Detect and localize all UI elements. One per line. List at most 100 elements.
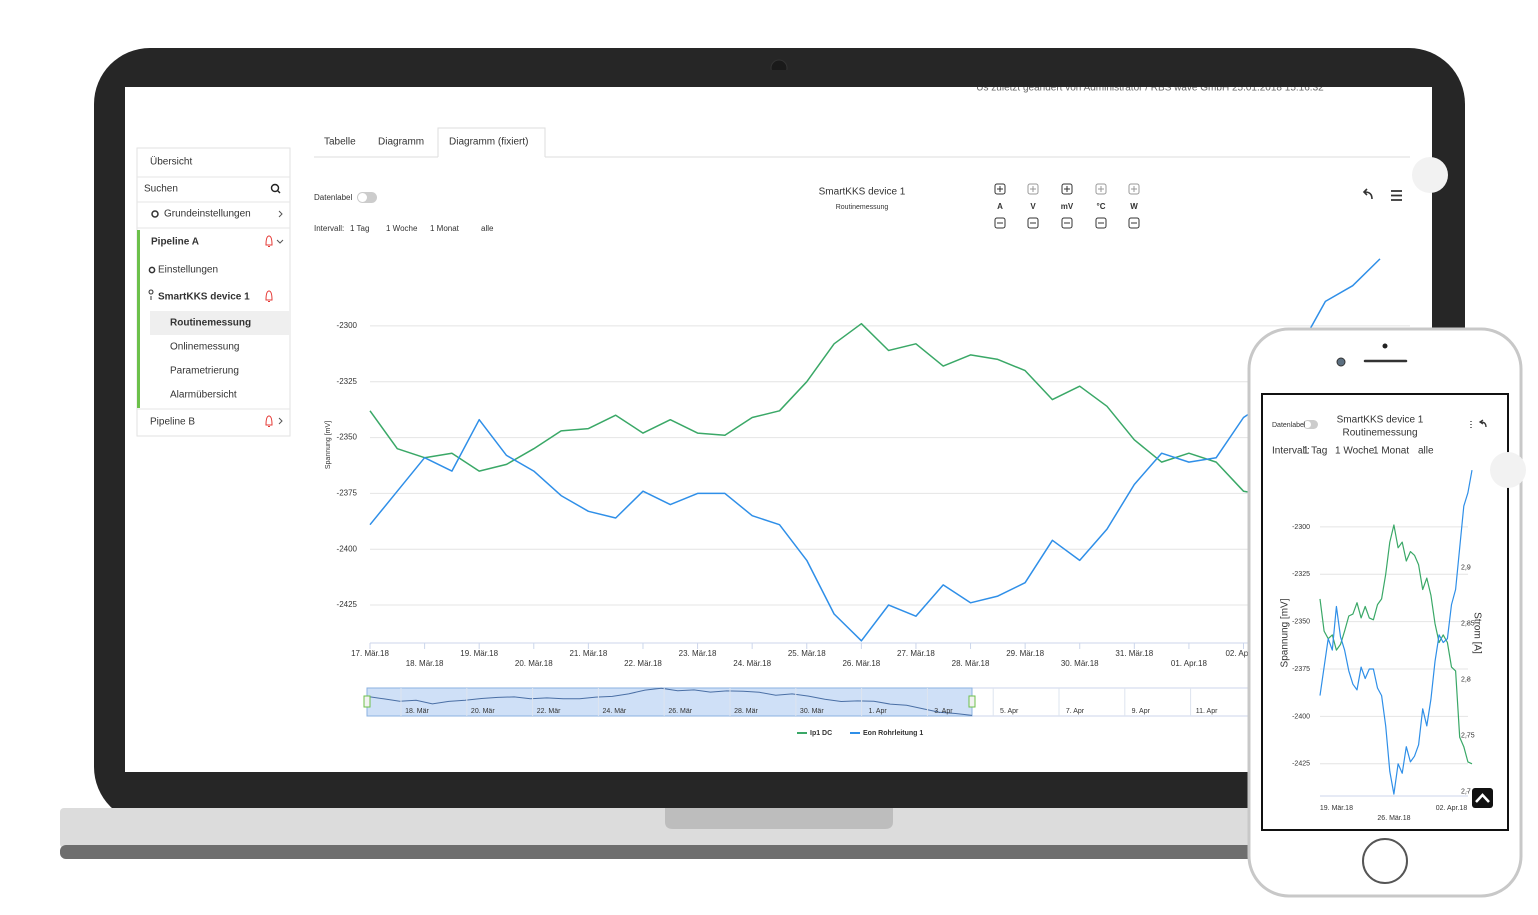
y2-tick-label: 2,8 [1461,676,1471,683]
y2-tick-label: 2,85 [1461,620,1475,627]
chevron[interactable] [276,239,284,244]
unit-minus[interactable] [1027,217,1039,229]
scroll-top-icon [1475,793,1490,803]
legend-label[interactable]: Ip1 DC [810,730,832,737]
bell-icon[interactable] [265,290,273,302]
sidebar-item[interactable]: Pipeline B [150,417,195,428]
interval-button[interactable]: 1 Woche [386,224,418,233]
navigator-handle[interactable] [363,695,371,708]
help-bubble[interactable] [1412,157,1448,193]
interval-button[interactable]: 1 Tag [1303,446,1327,457]
active-tab[interactable] [437,127,546,157]
sidebar-item[interactable]: Suchen [144,184,178,195]
chevron[interactable] [278,210,283,218]
x-tick-label: 26. Mär.18 [1377,815,1410,822]
bell-icon[interactable] [265,415,273,427]
y-tick-label: -2325 [1292,571,1310,578]
sidebar-item[interactable]: Grundeinstellungen [164,209,251,220]
tab[interactable]: Diagramm [378,137,424,148]
y2-tick-label: 2,7 [1461,788,1471,795]
unit-minus[interactable] [1061,217,1073,229]
sidebar-item[interactable]: Übersicht [150,156,192,168]
interval-button[interactable]: 1 Woche [1335,446,1375,457]
unit-plus[interactable] [1128,183,1140,195]
interval-label: Intervall: [314,224,344,233]
x-tick-label: 19. Mär.18 [1320,805,1353,812]
navigator-label: 9. Apr [1132,708,1151,715]
phone-app: Datenlabel SmartKKS device 1 Routinemessun… [1272,415,1482,822]
help-bubble[interactable] [1490,452,1526,488]
sidebar-item[interactable]: SmartKKS device 1 [158,292,250,303]
x-tick-label: 02. Apr.18 [1436,805,1468,812]
x-tick-label: 21. Mär.18 [569,649,607,658]
tab[interactable]: Diagramm (fixiert) [449,137,528,148]
x-tick-label: 22. Mär.18 [624,659,662,668]
unit-plus [1098,186,1104,192]
series-line [369,258,1381,642]
interval-button[interactable]: 1 Monat [430,224,460,233]
x-tick-label: 17. Mär.18 [351,649,389,658]
unit-minus[interactable] [994,217,1006,229]
chart-subtitle: Routinemessung [836,204,889,211]
y-tick-label: -2425 [1292,761,1310,768]
x-tick-label: 23. Mär.18 [679,649,717,658]
undo-icon[interactable] [1362,188,1373,200]
sidebar-item[interactable]: Pipeline A [151,237,199,248]
tab[interactable]: Tabelle [324,137,356,148]
chevron[interactable] [278,417,283,425]
bell-icon[interactable] [265,235,273,247]
unit-plus[interactable] [1027,183,1039,195]
x-tick-label: 26. Mär.18 [842,659,880,668]
interval-button[interactable]: alle [481,224,494,233]
unit-label: V [1030,202,1036,211]
unit-minus[interactable] [1128,217,1140,229]
unit-minus[interactable] [1095,217,1107,229]
x-tick-label: 19. Mär.18 [460,649,498,658]
sidebar-item[interactable]: Parametrierung [170,366,239,377]
menu-icon[interactable] [1391,190,1402,201]
sidebar-item[interactable]: Einstellungen [158,265,218,276]
sidebar-item[interactable]: Alarmübersicht [170,390,237,401]
scroll-top[interactable] [1472,788,1493,808]
unit-plus[interactable] [994,183,1006,195]
x-tick-label: 25. Mär.18 [788,649,826,658]
y-tick-label: -2425 [337,600,358,609]
unit-label: °C [1097,202,1106,211]
phone-camera [1336,357,1346,367]
laptop-notch [665,808,893,829]
sidebar-item[interactable]: Routinemessung [170,318,251,329]
unit-plus[interactable] [1095,183,1107,195]
navigator-label: 26. Mär [668,708,692,715]
x-tick-label: 01. Apr.18 [1171,659,1208,668]
search-icon[interactable] [270,183,280,193]
bezel-top [125,70,1432,87]
navigator-label: 1. Apr [868,708,887,715]
series-line [369,322,1381,606]
legend-label[interactable]: Eon Rohrleitung 1 [863,730,923,737]
laptop-screen [125,87,1432,772]
interval-button[interactable]: 1 Tag [350,224,369,233]
x-tick-label: 28. Mär.18 [952,659,990,668]
x-tick-label: 18. Mär.18 [406,659,444,668]
y2-tick-label: 2,9 [1461,565,1471,572]
phone-sensor [1382,343,1388,349]
interval-button[interactable]: alle [1418,446,1434,457]
navigator-label: 24. Mär [603,708,627,715]
sidebar-item[interactable]: Onlinemessung [170,342,239,353]
pin-icon [148,289,154,300]
unit-label: W [1130,202,1138,211]
x-tick-label: 30. Mär.18 [1061,659,1099,668]
unit-label: mV [1061,202,1074,211]
navigator-handle[interactable] [968,695,976,708]
unit-plus [1030,186,1036,192]
gear-icon [148,266,156,274]
unit-label: A [997,202,1003,211]
unit-plus[interactable] [1061,183,1073,195]
navigator-selection [366,687,973,717]
phone-icons[interactable] [1470,419,1487,428]
active-bar [137,230,140,408]
chart-title: SmartKKS device 1 [1337,415,1424,426]
interval-button[interactable]: 1 Monat [1373,446,1409,457]
home-button[interactable] [1362,838,1408,884]
